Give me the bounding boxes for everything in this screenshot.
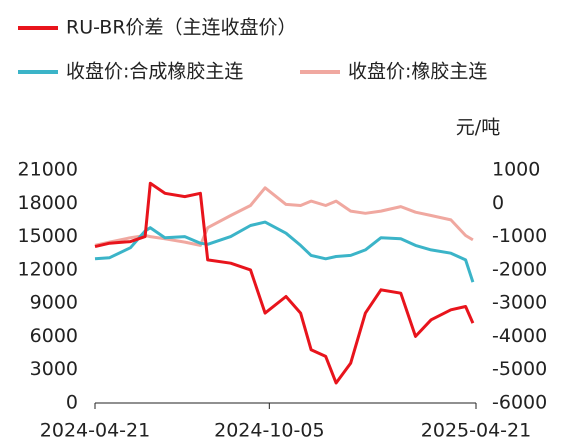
y2-tick-label: -6000 <box>492 392 547 414</box>
series-line <box>94 220 475 283</box>
x-tick-label: 2025-04-21 <box>421 420 531 442</box>
y-tick-label: 3000 <box>30 358 78 380</box>
y2-tick-label: -1000 <box>492 225 547 247</box>
y2-tick-label: -3000 <box>492 292 547 314</box>
y-tick-label: 6000 <box>30 325 78 347</box>
y-tick-label: 21000 <box>18 159 78 181</box>
y-tick-label: 12000 <box>18 258 78 280</box>
y-tick-label: 15000 <box>18 225 78 247</box>
x-tick-label: 2024-10-05 <box>214 420 324 442</box>
series-line <box>94 186 474 247</box>
y2-tick-label: 1000 <box>492 159 540 181</box>
y-tick-label: 18000 <box>18 192 78 214</box>
legend-label: 收盘价:橡胶主连 <box>348 61 487 83</box>
y2-tick-label: -4000 <box>492 325 547 347</box>
x-tick-label: 2024-04-21 <box>40 420 150 442</box>
series-line <box>94 181 475 385</box>
y2-tick-label: -5000 <box>492 358 547 380</box>
legend-label: RU-BR价差（主连收盘价） <box>66 17 297 39</box>
y2-unit: 元/吨 <box>456 117 500 139</box>
y2-tick-label: 0 <box>492 192 504 214</box>
y-tick-label: 0 <box>66 392 78 414</box>
legend-label: 收盘价:合成橡胶主连 <box>66 61 243 83</box>
y2-tick-label: -2000 <box>492 258 547 280</box>
y-tick-label: 9000 <box>30 292 78 314</box>
